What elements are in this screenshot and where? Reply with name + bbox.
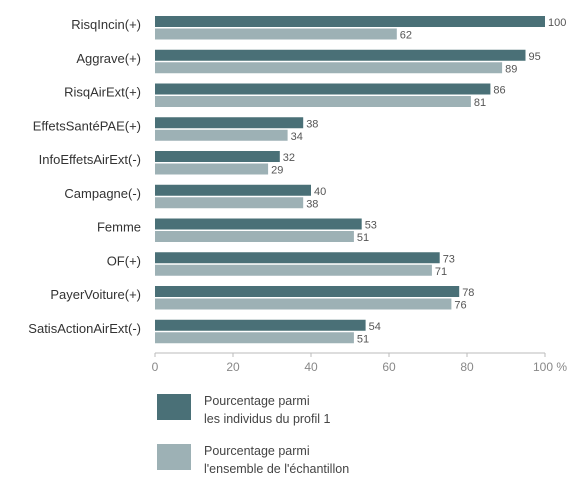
x-tick-label: 100 % [533, 360, 567, 374]
category-label: Femme [97, 220, 141, 235]
value-label: 29 [271, 165, 283, 177]
value-label: 71 [435, 266, 447, 278]
value-label: 89 [505, 63, 517, 75]
value-label: 38 [306, 118, 318, 130]
bar [155, 231, 354, 242]
bar [155, 298, 452, 310]
legend-label: les individus du profil 1 [204, 412, 331, 426]
bar [155, 252, 440, 264]
x-tick-label: 60 [382, 360, 396, 374]
value-label: 53 [365, 220, 377, 232]
bar [155, 184, 311, 196]
category-label: Campagne(-) [64, 186, 141, 201]
value-label: 73 [443, 253, 455, 265]
value-label: 51 [357, 232, 369, 244]
value-label: 51 [357, 333, 369, 345]
bar [155, 49, 526, 61]
bar [155, 264, 432, 276]
category-label: RisqIncin(+) [71, 17, 141, 32]
value-label: 54 [369, 321, 381, 333]
value-label: 32 [283, 152, 295, 164]
value-label: 34 [291, 131, 303, 143]
bar [155, 129, 288, 141]
legend-label: l'ensemble de l'échantillon [204, 462, 349, 476]
legend-label: Pourcentage parmi [204, 444, 310, 458]
bar [155, 62, 503, 74]
category-label: OF(+) [107, 253, 141, 268]
value-label: 76 [454, 300, 466, 312]
bar [155, 28, 397, 40]
bar [155, 319, 366, 331]
bar [155, 16, 545, 27]
category-label: Aggrave(+) [76, 51, 141, 66]
x-tick-label: 20 [226, 360, 240, 374]
value-label: 100 [548, 17, 566, 29]
value-label: 95 [529, 51, 541, 63]
value-label: 38 [306, 198, 318, 210]
value-label: 86 [493, 85, 505, 97]
bar [155, 332, 354, 344]
bar [155, 151, 280, 162]
bar [155, 96, 471, 107]
category-label: RisqAirExt(+) [64, 85, 141, 100]
category-label: InfoEffetsAirExt(-) [39, 152, 141, 167]
legend-swatch [157, 444, 191, 470]
value-label: 62 [400, 30, 412, 42]
value-label: 78 [462, 287, 474, 299]
x-tick-label: 40 [304, 360, 318, 374]
legend-swatch [157, 394, 191, 420]
bar [155, 286, 460, 297]
category-label: SatisActionAirExt(-) [28, 321, 141, 336]
value-label: 40 [314, 186, 326, 198]
bar [155, 163, 269, 175]
category-label: PayerVoiture(+) [50, 287, 141, 302]
x-tick-label: 0 [152, 360, 159, 374]
bar [155, 117, 304, 129]
category-label: EffetsSantéPAE(+) [33, 118, 141, 133]
x-tick-label: 80 [460, 360, 474, 374]
bar [155, 197, 304, 209]
value-label: 81 [474, 97, 486, 109]
legend-label: Pourcentage parmi [204, 394, 310, 408]
bar [155, 218, 362, 230]
bar [155, 83, 491, 95]
